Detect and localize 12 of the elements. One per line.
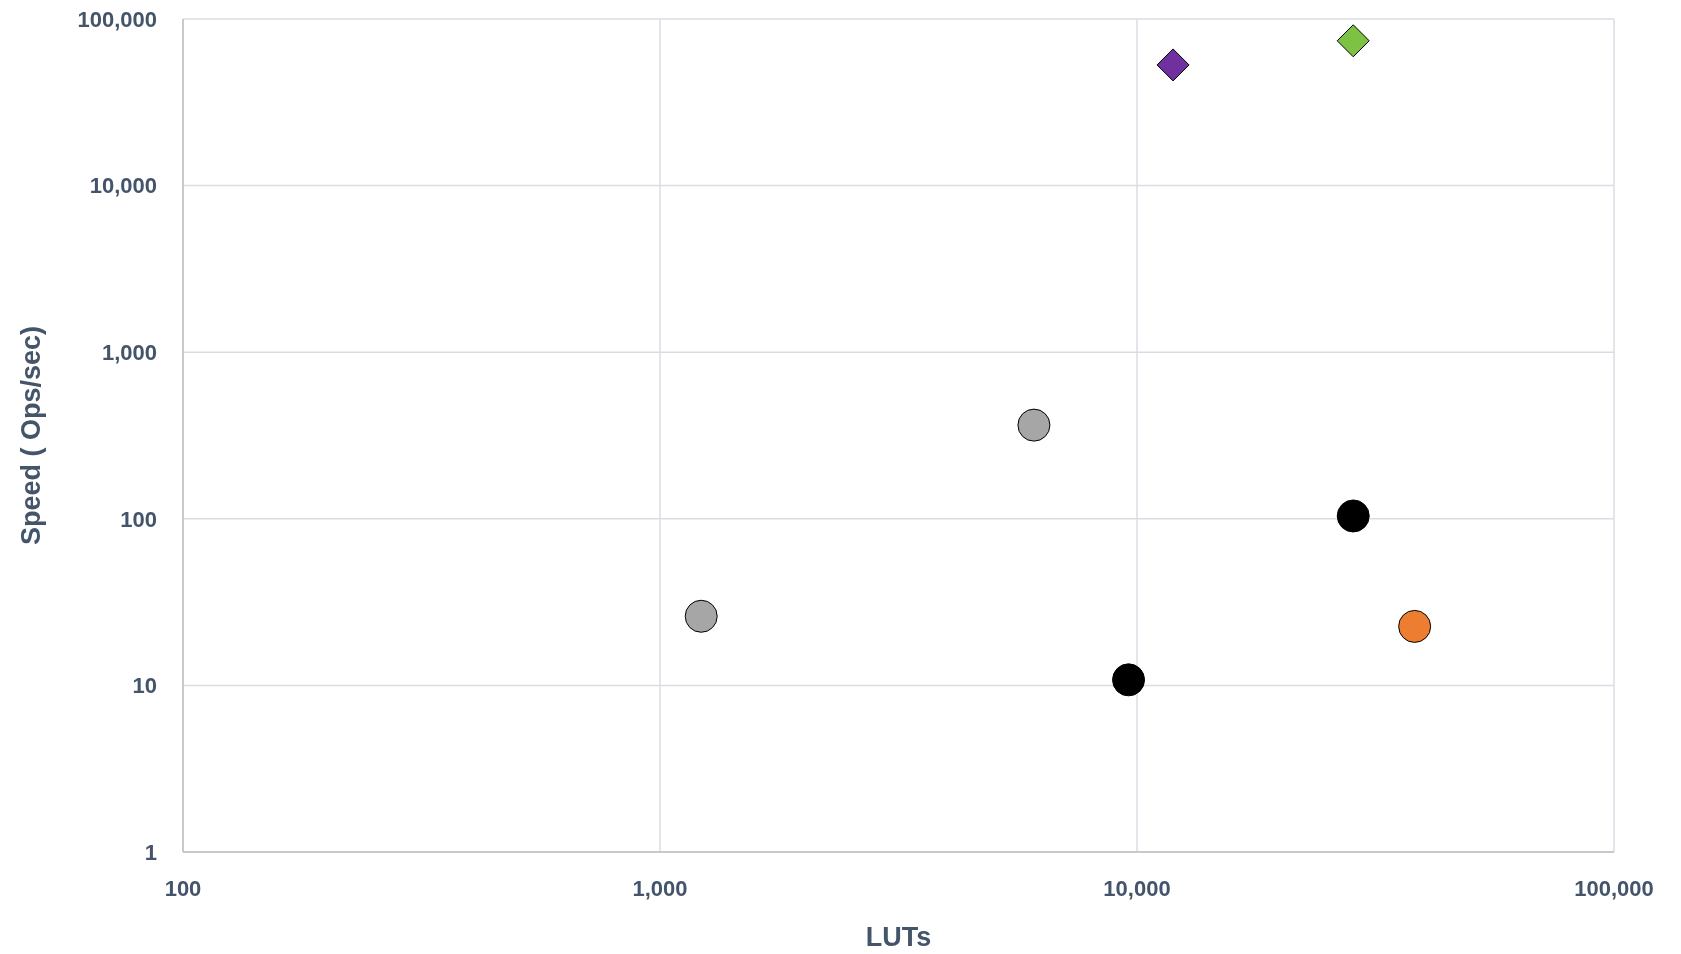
- y-tick-label: 10,000: [89, 173, 157, 199]
- y-tick-label: 1,000: [101, 339, 157, 365]
- y-tick-label: 100,000: [77, 6, 157, 32]
- x-tick-label: 10,000: [1103, 876, 1171, 901]
- y-tick-label: 1: [144, 839, 157, 865]
- x-tick-label: 100,000: [1574, 876, 1654, 901]
- y-axis-title: Speed ( Ops/sec): [16, 325, 46, 546]
- y-tick-label: 100: [120, 506, 157, 532]
- x-tick-label: 1,000: [632, 876, 688, 901]
- x-axis-title: LUTs: [865, 922, 932, 952]
- x-tick-label: 100: [164, 876, 202, 901]
- y-tick-label: 10: [132, 673, 157, 699]
